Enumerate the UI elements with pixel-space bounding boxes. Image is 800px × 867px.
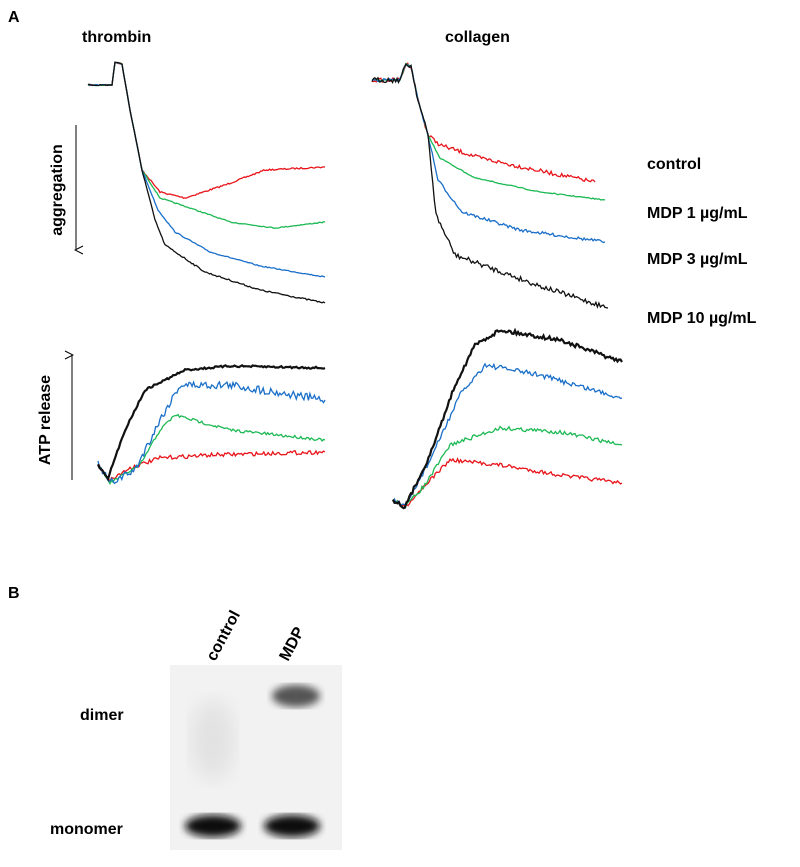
band xyxy=(264,815,320,837)
trace xyxy=(392,362,623,507)
trace xyxy=(97,380,326,485)
legend-entry: MDP 3 µg/mL xyxy=(647,251,748,268)
trace xyxy=(87,61,326,200)
trace xyxy=(371,62,606,201)
legend: control MDP 1 µg/mL MDP 3 µg/mL MDP 10 µg/m… xyxy=(647,156,757,327)
trace xyxy=(371,62,609,309)
panel-label: B xyxy=(8,585,20,602)
trace xyxy=(371,62,596,183)
y-label: aggregation xyxy=(49,144,66,236)
condition-label: collagen xyxy=(445,29,510,46)
trace xyxy=(87,61,326,229)
band-label: dimer xyxy=(80,707,124,724)
legend-entry: MDP 1 µg/mL xyxy=(647,205,748,222)
y-label: ATP release xyxy=(37,375,54,465)
trace xyxy=(96,363,326,482)
trace xyxy=(87,61,326,304)
band xyxy=(272,685,320,707)
trace xyxy=(392,327,623,510)
lane-label: MDP xyxy=(277,624,309,664)
traces xyxy=(87,61,623,510)
band-label: monomer xyxy=(50,821,123,838)
panel-label: A xyxy=(8,9,20,26)
band xyxy=(185,815,241,837)
smear xyxy=(191,700,235,780)
condition-label: thrombin xyxy=(82,29,151,46)
trace xyxy=(371,64,606,244)
legend-entry: MDP 10 µg/mL xyxy=(647,310,757,327)
trace xyxy=(97,449,326,484)
lane-label: control xyxy=(204,608,244,664)
legend-entry: control xyxy=(647,156,701,173)
trace xyxy=(392,457,623,509)
trace xyxy=(392,425,623,509)
trace xyxy=(98,413,326,485)
